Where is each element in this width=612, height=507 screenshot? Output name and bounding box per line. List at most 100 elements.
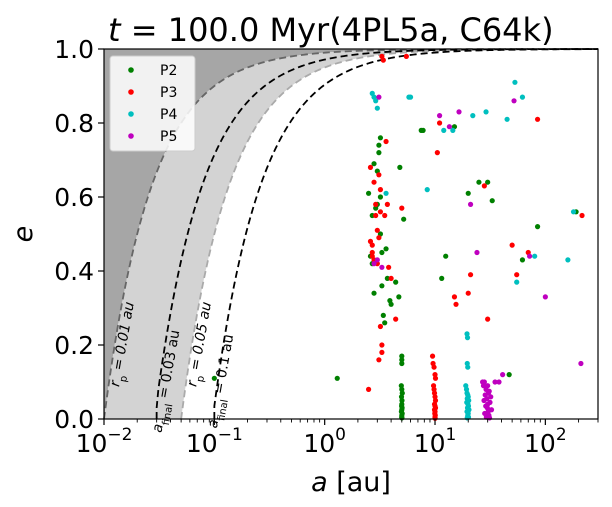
data-point (371, 290, 377, 296)
curve-afinal_0.03 (155, 48, 598, 419)
x-tick-label: 102 (524, 425, 567, 458)
y-tick-label: 0.2 (54, 331, 94, 360)
x-axis-unit: [au] (328, 467, 391, 498)
legend-items: P2 P3 P4 P5 (128, 63, 177, 145)
data-point (467, 201, 474, 207)
data-point (506, 372, 512, 378)
data-point (334, 375, 340, 381)
data-point (377, 209, 384, 215)
legend-label-P4: P4 (160, 107, 177, 123)
data-point (382, 212, 388, 219)
data-point (483, 109, 489, 115)
data-point (578, 360, 584, 367)
data-point (377, 323, 384, 330)
y-tick-label: 0.0 (54, 405, 94, 434)
data-point (384, 201, 390, 207)
legend: P2 P3 P4 P5 (109, 55, 196, 152)
data-point (374, 105, 380, 111)
data-point (369, 242, 375, 248)
data-point (420, 127, 426, 133)
data-point (474, 249, 480, 256)
data-point (436, 113, 443, 119)
data-point (211, 375, 217, 381)
data-point (509, 242, 515, 248)
data-point (379, 264, 385, 270)
data-point (451, 294, 458, 300)
data-point (464, 415, 470, 421)
data-point (399, 353, 405, 359)
data-point (373, 201, 379, 207)
data-point (399, 397, 405, 404)
series-P5 (371, 94, 584, 421)
title-rest: = 100.0 Myr(4PL5a, C64k) (121, 11, 554, 49)
data-point (377, 135, 384, 141)
data-point (379, 342, 385, 348)
data-point (383, 246, 389, 252)
legend-marker-P4 (128, 111, 134, 117)
y-tick-label: 1.0 (54, 35, 94, 64)
series-P3 (365, 53, 585, 421)
data-point (393, 316, 399, 322)
legend-label-P5: P5 (160, 129, 177, 145)
data-point (380, 312, 386, 318)
chart-title: t = 100.0 Myr(4PL5a, C64k) (108, 11, 554, 49)
data-point (519, 94, 526, 100)
data-point (465, 364, 471, 370)
data-point (485, 316, 491, 322)
data-point (431, 364, 437, 370)
legend-marker-P5 (128, 133, 134, 139)
data-point (383, 190, 389, 196)
data-point (485, 179, 491, 185)
data-point (376, 142, 382, 148)
data-point (399, 205, 405, 211)
y-ticks: 0.0 0.2 0.4 0.6 0.8 1.0 (54, 35, 104, 434)
y-tick-label: 0.4 (54, 257, 94, 286)
x-tick-label: 10−1 (186, 425, 243, 458)
legend-marker-P2 (128, 67, 134, 73)
data-point (371, 261, 377, 267)
data-point (514, 272, 520, 278)
data-point (374, 227, 380, 233)
data-point (579, 212, 585, 219)
x-ticks: 10−2 10−1 100 101 102 (76, 419, 599, 458)
data-point (393, 279, 399, 285)
data-point (371, 179, 377, 185)
data-point (465, 190, 471, 196)
data-point (527, 253, 533, 259)
data-point (373, 212, 379, 219)
data-point (379, 283, 385, 289)
data-point (488, 394, 494, 400)
light-shaded-region (104, 49, 598, 419)
data-point (465, 290, 471, 296)
data-point (470, 113, 476, 119)
data-point (376, 150, 382, 156)
data-point (512, 79, 518, 85)
data-point (376, 235, 382, 241)
x-tick-label: 101 (414, 425, 457, 458)
data-point (386, 264, 392, 270)
series-P4 (369, 79, 577, 421)
data-point (399, 357, 405, 363)
data-point (542, 294, 548, 300)
data-point (388, 301, 394, 307)
data-point (532, 253, 538, 259)
data-point (429, 353, 436, 359)
data-point (376, 357, 382, 363)
data-point (401, 216, 407, 222)
data-point (365, 190, 372, 196)
data-point (407, 94, 414, 100)
data-point (377, 187, 384, 193)
data-point (519, 257, 526, 263)
data-point (388, 275, 394, 281)
data-point (379, 349, 385, 355)
y-tick-label: 0.8 (54, 109, 94, 138)
data-point (396, 294, 402, 300)
title-var: t (108, 11, 122, 49)
legend-label-P3: P3 (160, 85, 177, 101)
data-point (367, 164, 374, 170)
data-point (534, 116, 541, 122)
data-point (371, 161, 377, 167)
data-point (424, 187, 430, 193)
plot-frame (103, 48, 599, 420)
data-point (481, 183, 487, 189)
